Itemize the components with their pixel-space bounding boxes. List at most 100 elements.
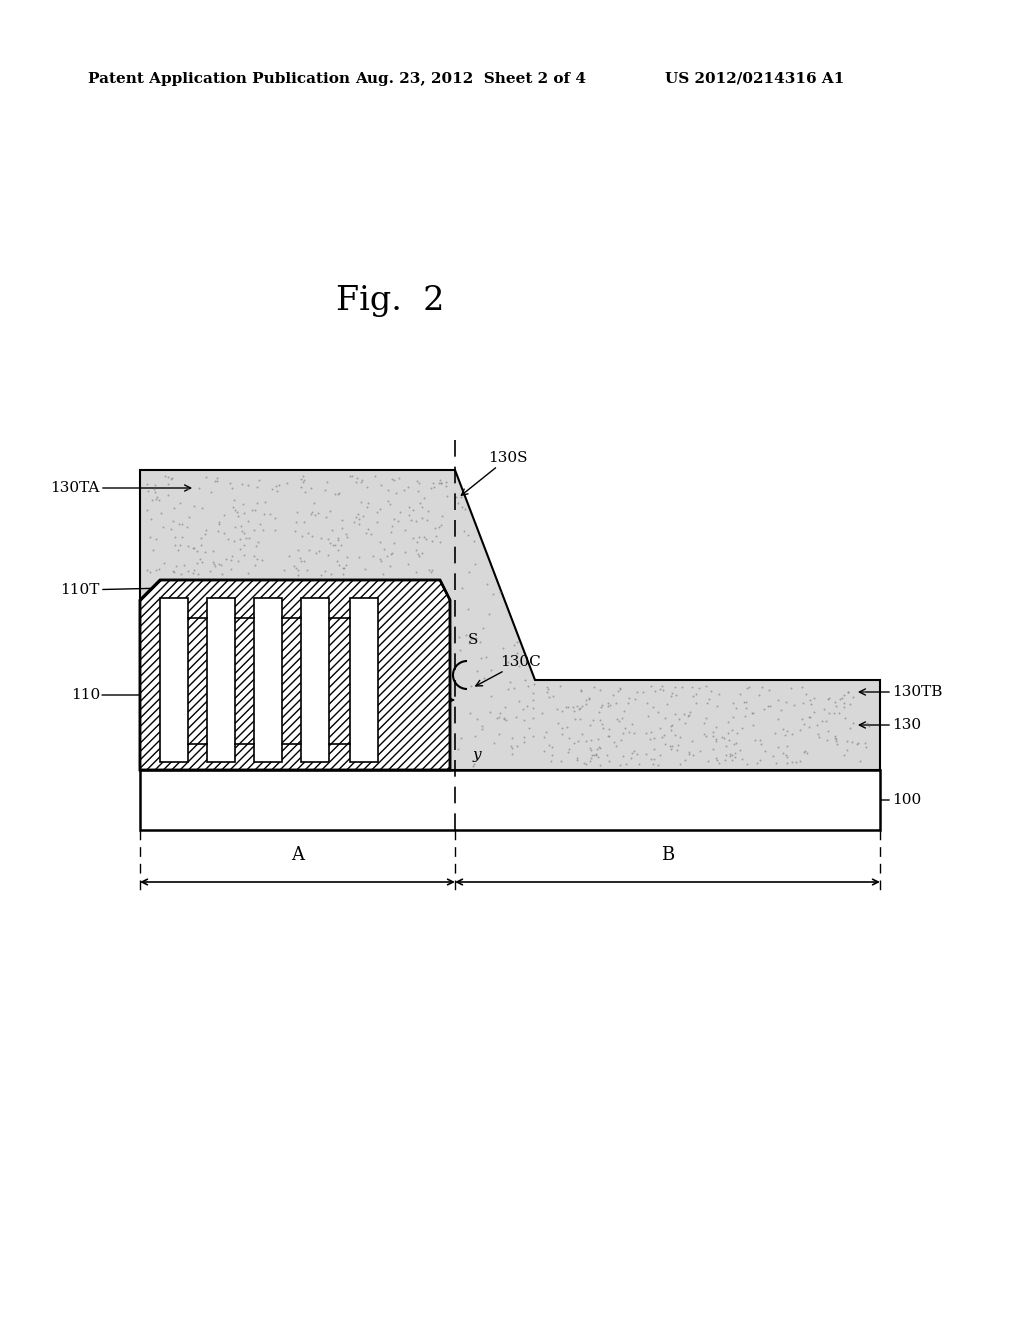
Point <box>225 496 242 517</box>
Point <box>466 754 482 775</box>
Point <box>541 734 557 755</box>
Point <box>572 680 589 701</box>
Bar <box>140 770 880 830</box>
Point <box>720 711 736 733</box>
Point <box>171 535 187 556</box>
Point <box>408 540 424 561</box>
Point <box>203 482 219 503</box>
Point <box>202 561 218 582</box>
Point <box>827 727 844 748</box>
Point <box>462 702 478 723</box>
Point <box>516 709 532 730</box>
Point <box>543 750 559 771</box>
Point <box>234 492 251 513</box>
Point <box>300 523 316 544</box>
Point <box>769 737 785 758</box>
Text: DR: DR <box>506 792 527 807</box>
Point <box>139 480 156 502</box>
Point <box>286 556 302 577</box>
Point <box>349 467 366 488</box>
Point <box>699 750 716 771</box>
Point <box>482 659 499 680</box>
Point <box>605 685 622 706</box>
Point <box>840 681 856 702</box>
Point <box>465 755 481 776</box>
Point <box>613 730 630 751</box>
Point <box>544 744 560 766</box>
Point <box>796 742 812 763</box>
Point <box>402 510 419 531</box>
Point <box>146 475 163 496</box>
Point <box>638 743 654 764</box>
Point <box>645 754 662 775</box>
Text: 100: 100 <box>862 793 922 807</box>
Point <box>705 722 721 743</box>
Point <box>801 717 817 738</box>
Point <box>304 525 321 546</box>
Point <box>765 746 781 767</box>
Point <box>397 541 414 562</box>
Point <box>233 520 250 541</box>
Point <box>845 686 861 708</box>
Point <box>570 698 587 719</box>
Point <box>492 582 508 603</box>
Point <box>733 748 750 770</box>
Point <box>834 688 850 709</box>
Point <box>490 723 507 744</box>
Point <box>478 574 495 595</box>
Point <box>839 739 855 760</box>
Point <box>569 731 586 752</box>
Point <box>372 531 388 552</box>
Point <box>414 543 430 564</box>
Point <box>144 540 161 561</box>
Point <box>565 733 582 754</box>
Point <box>615 722 632 743</box>
Point <box>327 535 343 556</box>
Point <box>561 738 578 759</box>
Point <box>485 733 502 754</box>
Point <box>231 539 248 560</box>
Point <box>373 474 389 495</box>
Point <box>144 490 161 511</box>
Point <box>409 470 425 491</box>
Point <box>799 742 815 763</box>
Point <box>696 723 713 744</box>
Point <box>708 729 724 750</box>
Point <box>836 744 852 766</box>
Point <box>354 469 371 490</box>
Point <box>469 660 485 681</box>
Point <box>810 723 826 744</box>
Point <box>271 474 288 495</box>
Point <box>571 697 588 718</box>
Point <box>431 516 447 537</box>
Point <box>836 692 852 713</box>
Point <box>485 583 502 605</box>
Point <box>460 598 476 619</box>
Point <box>627 689 643 710</box>
Point <box>349 504 366 525</box>
Point <box>302 478 318 499</box>
Point <box>578 693 594 714</box>
Point <box>651 744 668 766</box>
Point <box>842 693 858 714</box>
Point <box>246 546 262 568</box>
Point <box>732 682 749 704</box>
Point <box>267 475 284 496</box>
Point <box>474 618 490 639</box>
Point <box>625 742 641 763</box>
Point <box>386 508 402 529</box>
Point <box>626 722 642 743</box>
Point <box>708 730 724 751</box>
Point <box>520 676 537 697</box>
Point <box>840 681 856 702</box>
Point <box>559 717 575 738</box>
Point <box>691 741 708 762</box>
Point <box>724 706 740 727</box>
Point <box>163 469 179 490</box>
Point <box>642 676 658 697</box>
Point <box>360 519 377 540</box>
Point <box>298 560 314 581</box>
Point <box>861 715 878 737</box>
Point <box>336 558 352 579</box>
Point <box>642 722 658 743</box>
